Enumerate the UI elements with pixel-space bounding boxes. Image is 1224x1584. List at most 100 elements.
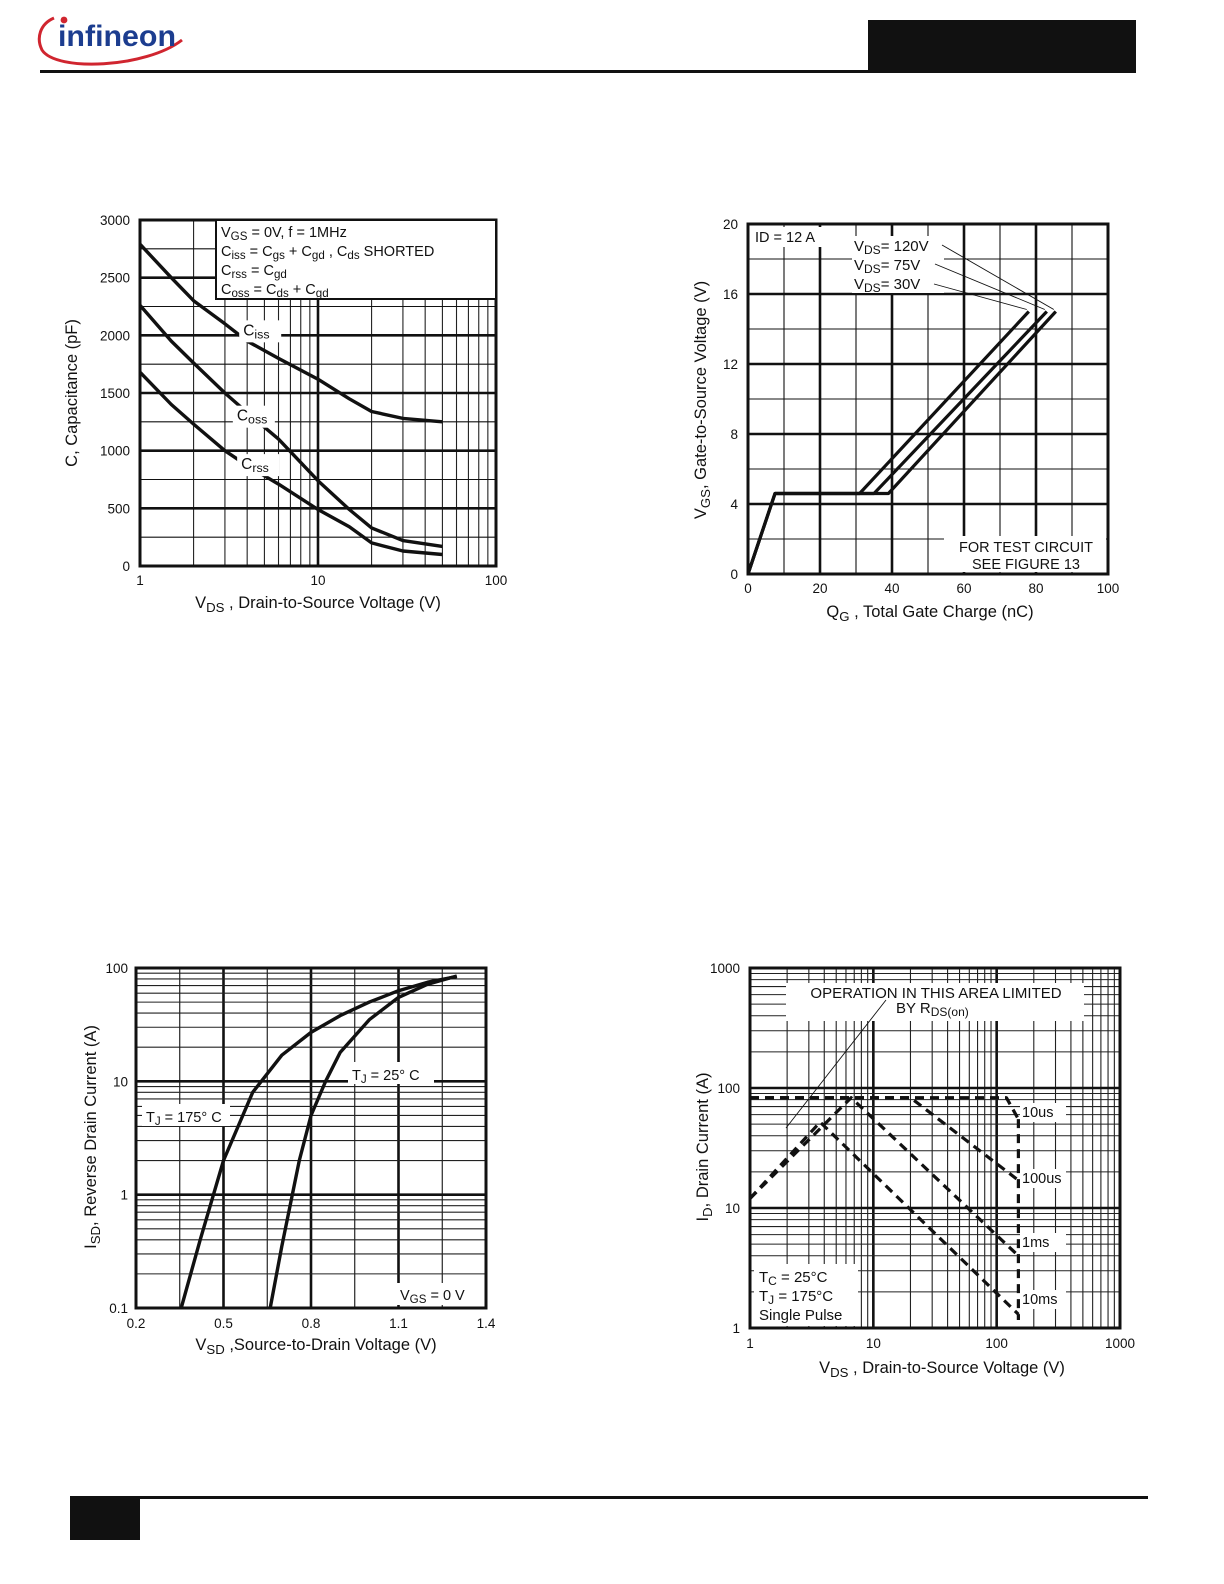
soa-y-tick: 100: [717, 1081, 740, 1096]
gc-y-tick: 20: [723, 217, 738, 232]
cap-y-tick: 3000: [100, 213, 130, 228]
infineon-logo: infineon: [37, 16, 183, 66]
soa-series-label-bg: [1020, 1169, 1066, 1188]
gc-series-line: [746, 310, 1030, 575]
cap-y-tick: 1500: [100, 386, 130, 401]
soa-area-note-rds: BY RDS(on): [896, 1000, 969, 1019]
gc-x-tick: 20: [812, 581, 827, 596]
gc-frame: [746, 222, 1110, 576]
cap-y-tick: 0: [122, 559, 130, 574]
cap-series-label: Crss: [241, 456, 269, 475]
bd-series-line: [268, 974, 458, 1309]
cap-x-tick: 10: [310, 573, 325, 588]
gc-test-note: SEE FIGURE 13: [972, 557, 1080, 573]
bd-series-label: TJ = 25° C: [352, 1068, 420, 1086]
gc-x-tick: 40: [884, 581, 899, 596]
gc-id-note-bg: [751, 227, 835, 247]
header-block: [868, 20, 1136, 73]
soa-x-tick: 1: [746, 1336, 754, 1351]
gc-label-pointer: [934, 263, 1045, 310]
cap-legend-line: VGS = 0V, f = 1MHz: [221, 225, 347, 243]
gc-x-tick: 60: [956, 581, 971, 596]
gc-vds-label-bg: [852, 255, 944, 274]
bd-vgs-bg: [396, 1283, 482, 1305]
cap-series-label: Coss: [237, 408, 268, 427]
soa-y-tick: 1000: [710, 961, 740, 976]
bd-y-tick: 1: [120, 1188, 128, 1203]
gc-y-tick: 12: [723, 357, 738, 372]
gc-label-pointer: [933, 283, 1027, 310]
soa-series-label-bg: [1020, 1290, 1066, 1309]
soa-note-pointer: [785, 999, 887, 1129]
soa-y-axis-label: ID, Drain Current (A): [694, 1073, 715, 1222]
gc-x-tick: 100: [1097, 581, 1120, 596]
cap-y-tick: 1000: [100, 444, 130, 459]
bd-x-tick: 1.4: [477, 1316, 496, 1331]
bd-y-tick: 100: [105, 961, 128, 976]
gc-series-line: [746, 310, 1048, 575]
bd-series-label: TJ = 175° C: [146, 1110, 222, 1128]
soa-y-tick: 1: [732, 1321, 740, 1336]
gc-x-tick: 0: [744, 581, 752, 596]
bd-x-tick: 0.2: [127, 1316, 146, 1331]
cap-series-label-bg: [232, 405, 275, 428]
cap-y-tick: 2000: [100, 328, 130, 343]
gc-id-note: ID = 12 A: [755, 230, 815, 246]
cap-y-tick: 2500: [100, 271, 130, 286]
cap-series-label: Ciss: [243, 322, 269, 341]
soa-series-label-bg: [1020, 1103, 1066, 1122]
soa-frame: [748, 966, 1122, 1330]
soa-y-tick: 10: [725, 1201, 740, 1216]
cap-y-axis-label: C, Capacitance (pF): [63, 319, 81, 467]
gc-y-tick: 16: [723, 287, 738, 302]
cap-legend-line: Ciss = Cgs + Cgd , Cds SHORTED: [221, 244, 434, 262]
gc-series-line: [746, 310, 1057, 575]
bd-series-line: [179, 974, 458, 1309]
soa-series-label: 1ms: [1022, 1235, 1049, 1251]
body-diode-plot: TJ = 175° C TJ = 25° C VGS = 0 V 0.2 0.5 0.8 1…: [82, 961, 496, 1357]
cap-legend-box: [215, 219, 497, 300]
soa-series-line: [750, 1096, 1020, 1182]
gc-vds-label-bg: [852, 236, 944, 255]
soa-condition: TJ = 175°C: [759, 1288, 833, 1307]
gc-test-note: FOR TEST CIRCUIT: [959, 540, 1093, 556]
bd-x-tick: 1.1: [389, 1316, 408, 1331]
bd-x-tick: 0.8: [302, 1316, 321, 1331]
cap-series-label-bg: [239, 320, 282, 343]
cap-legend-line: Crss = Cgd: [221, 263, 287, 281]
soa-x-axis-label: VDS , Drain-to-Source Voltage (V): [819, 1359, 1065, 1380]
bd-label-bg: [142, 1104, 230, 1126]
soa-area-note: OPERATION IN THIS AREA LIMITED: [810, 985, 1061, 1002]
brand-name: infineon: [58, 20, 176, 53]
soa-series-line: [748, 1120, 1020, 1316]
gc-y-tick: 0: [730, 567, 738, 582]
gc-test-note-bg: [944, 536, 1106, 572]
footer-rule: [138, 1496, 1148, 1499]
soa-x-tick: 1000: [1105, 1336, 1135, 1351]
gc-x-axis-label: QG , Total Gate Charge (nC): [826, 603, 1033, 624]
bd-y-tick: 10: [113, 1074, 128, 1089]
gc-vds-label-bg: [852, 274, 944, 293]
bd-x-axis-label: VSD ,Source-to-Drain Voltage (V): [195, 1336, 436, 1357]
soa-series-line: [748, 1096, 1020, 1257]
gc-y-axis-label: VGS, Gate-to-Source Voltage (V): [692, 281, 713, 519]
cap-legend-line: Coss = Cds + Cgd: [221, 282, 329, 300]
soa-note-bg: [786, 983, 1084, 1021]
soa-conditions-bg: [754, 1264, 858, 1326]
gc-vds-label: VDS= 30V: [854, 276, 920, 295]
bd-x-tick: 0.5: [214, 1316, 233, 1331]
soa-condition: TC = 25°C: [759, 1269, 828, 1288]
soa-series-label: 100us: [1022, 1171, 1062, 1187]
cap-series-label-bg: [237, 454, 280, 477]
gc-x-tick: 80: [1028, 581, 1043, 596]
cap-y-tick: 500: [107, 501, 130, 516]
soa-series-label-bg: [1020, 1233, 1066, 1252]
gc-vds-label: VDS= 75V: [854, 257, 920, 276]
cap-series-line: [138, 304, 443, 549]
footer-block: [70, 1496, 140, 1540]
soa-series-label: 10ms: [1022, 1292, 1057, 1308]
